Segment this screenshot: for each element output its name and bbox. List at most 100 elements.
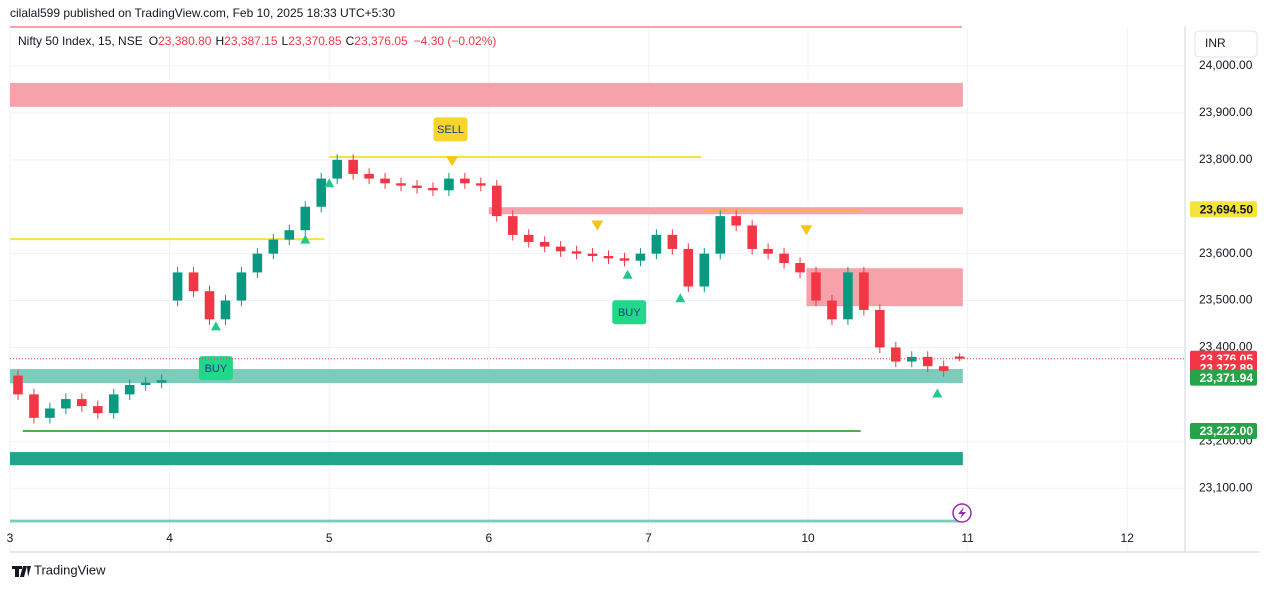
x-tick-label: 7: [645, 531, 652, 545]
ohlc-legend: Nifty 50 Index, 15, NSE O23,380.80 H23,387…: [18, 34, 496, 48]
candle-body: [61, 399, 71, 409]
y-tick-label: 23,800.00: [1199, 152, 1253, 166]
candle-body: [188, 272, 199, 292]
x-tick-label: 10: [801, 531, 815, 545]
signal-marker: [324, 178, 335, 188]
candle-body: [156, 380, 167, 383]
x-tick-label: 6: [485, 531, 492, 545]
brand: TradingView: [34, 562, 106, 577]
signal-marker: [622, 269, 633, 279]
candle-body: [587, 253, 598, 256]
candle-body: [763, 248, 773, 254]
candle-body: [364, 173, 374, 179]
candle-body: [715, 216, 726, 254]
candle-body: [252, 253, 263, 273]
zone: [10, 82, 963, 107]
c-label: C: [346, 34, 355, 48]
candle-body: [428, 187, 438, 191]
price-badge: [1190, 422, 1257, 439]
candle-body: [140, 382, 151, 385]
h-value: 23,387.15: [224, 34, 278, 48]
candle-body: [29, 394, 39, 418]
candle-body: [348, 159, 358, 174]
signal-box: [198, 356, 233, 381]
candle-body: [492, 185, 502, 217]
candle-body: [220, 300, 231, 320]
candle-body: [316, 178, 327, 207]
candle-body: [938, 366, 949, 371]
candle-body: [651, 234, 662, 254]
candle-body: [284, 230, 295, 240]
change: −4.30 (−0.02%): [414, 34, 497, 48]
signal-marker: [300, 234, 311, 244]
published-note: cilalal599 published on TradingView.com,…: [10, 6, 395, 20]
candle-body: [236, 272, 247, 301]
x-tick-label: 12: [1121, 531, 1135, 545]
signal-marker: [932, 388, 943, 398]
candle-body: [683, 248, 694, 287]
c-value: 23,376.05: [354, 34, 408, 48]
signal-label: SELL: [437, 124, 464, 136]
candle-body: [268, 239, 279, 254]
signal-marker: [591, 220, 604, 231]
candle-body: [539, 241, 550, 247]
candle-body: [124, 384, 135, 395]
candle-body: [891, 347, 901, 362]
price-badge-label: 23,694.50: [1200, 202, 1254, 216]
candle-body: [906, 356, 917, 362]
zone: [806, 268, 963, 307]
l-label: L: [282, 34, 289, 48]
x-tick-label: 5: [326, 531, 333, 545]
zone: [10, 452, 963, 466]
price-badge-label: 23,222.00: [1200, 424, 1254, 438]
x-tick-label: 11: [961, 531, 974, 545]
price-badge-label: 23,371.94: [1200, 371, 1254, 385]
candle-body: [45, 408, 55, 418]
candle-body: [507, 216, 518, 235]
y-tick-label: 23,600.00: [1199, 246, 1253, 260]
candle-body: [811, 272, 821, 301]
zone: [10, 369, 963, 384]
candle-body: [396, 183, 406, 186]
o-label: O: [149, 34, 158, 48]
logo: [12, 566, 31, 577]
plot-layer: [9, 28, 1185, 552]
candle-body: [954, 356, 965, 359]
price-badge: [1190, 201, 1257, 218]
candle-body: [859, 272, 869, 310]
x-tick-label: 3: [7, 531, 14, 545]
candle-body: [619, 258, 630, 261]
y-tick-label: 23,500.00: [1199, 293, 1253, 307]
candle-body: [332, 159, 342, 179]
candle-body: [843, 272, 853, 320]
signal-marker: [675, 293, 686, 303]
candle-body: [635, 253, 646, 261]
y-tick-label: 24,000.00: [1199, 58, 1253, 72]
candle-body: [571, 251, 582, 254]
candle-body: [555, 246, 566, 252]
h-label: H: [215, 34, 224, 48]
signal-box: [612, 300, 647, 325]
candle-body: [460, 178, 470, 184]
candle-body: [13, 375, 23, 395]
signal-marker: [210, 321, 221, 331]
signal-marker: [446, 156, 459, 167]
l-value: 23,370.85: [288, 34, 342, 48]
y-tick-label: 23,400.00: [1199, 340, 1253, 354]
signal-marker: [800, 225, 813, 236]
candle-body: [779, 253, 789, 264]
candle-body: [476, 183, 486, 186]
candle-body: [204, 291, 215, 320]
y-tick-label: 23,900.00: [1199, 105, 1253, 119]
zone: [10, 519, 963, 523]
candle-body: [827, 300, 837, 320]
currency-button[interactable]: [1194, 30, 1258, 58]
o-value: 23,380.80: [158, 34, 212, 48]
candle-body: [523, 234, 534, 242]
candle-body: [172, 272, 183, 301]
candle-body: [92, 406, 103, 414]
candle-body: [300, 206, 311, 231]
candle-body: [795, 263, 805, 273]
signal-label: BUY: [205, 363, 228, 375]
